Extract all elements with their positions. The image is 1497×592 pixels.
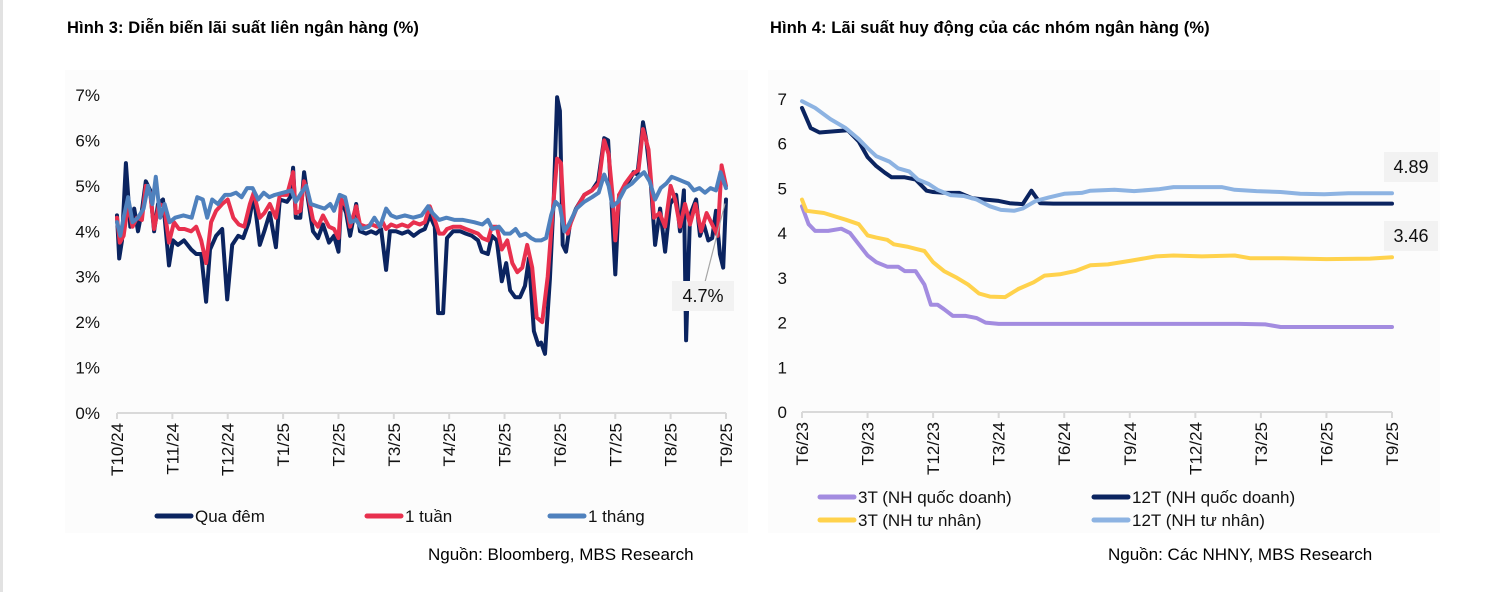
y-tick-label: 7% [75,86,100,105]
x-tick-label: T12/23 [924,422,943,475]
x-tick-label: T10/24 [108,423,127,476]
data-label-box [1384,152,1438,182]
data-label: 4.7% [682,286,723,306]
x-tick-label: T9/24 [1121,422,1140,465]
x-tick-label: T3/24 [990,422,1009,465]
x-tick-label: T11/24 [163,423,182,475]
data-label: 4.89 [1393,157,1428,177]
y-tick-label: 5% [75,177,100,196]
legend-label: Qua đêm [195,507,265,526]
figure-3-title: Hình 3: Diễn biến lãi suất liên ngân hàn… [67,19,419,37]
y-tick-label: 6 [778,135,787,154]
legend-label: 3T (NH tư nhân) [858,511,982,530]
x-tick-label: T2/25 [329,423,348,466]
x-tick-label: T6/25 [551,423,570,466]
window-edge [0,0,3,592]
figure-3-chart-area [65,70,748,533]
x-tick-label: T9/25 [1383,422,1402,465]
y-tick-label: 3% [75,268,100,287]
y-tick-label: 5 [778,179,787,198]
y-tick-label: 0% [75,404,100,423]
series-line-2 [115,170,728,243]
legend-label: 12T (NH quốc doanh) [1132,488,1295,507]
y-tick-label: 7 [778,90,787,109]
x-tick-label: T6/25 [1317,422,1336,465]
annotation-leader-line [704,203,726,283]
y-tick-label: 1% [75,359,100,378]
legend-label: 3T (NH quốc doanh) [858,488,1012,507]
x-tick-label: T6/24 [1055,422,1074,465]
y-tick-label: 3 [778,269,787,288]
y-tick-label: 2% [75,313,100,332]
figure-4-title: Hình 4: Lãi suất huy động của các nhóm n… [770,19,1210,37]
x-tick-label: T7/25 [606,423,625,466]
x-tick-label: T12/24 [219,423,238,476]
series-line-0 [800,204,1394,329]
x-tick-label: T12/24 [1186,422,1205,475]
x-tick-label: T8/25 [662,423,681,466]
x-tick-label: T3/25 [385,423,404,466]
y-tick-label: 2 [778,314,787,333]
data-label-box [672,281,734,311]
figure-4-source: Nguồn: Các NHNY, MBS Research [1108,545,1373,564]
legend-label: 1 tháng [588,507,645,526]
data-label: 3.46 [1393,226,1428,246]
y-tick-label: 4 [778,224,787,243]
y-tick-label: 0 [778,403,787,422]
data-label-box [1384,221,1438,251]
y-tick-label: 4% [75,222,100,241]
x-tick-label: T9/23 [859,422,878,465]
series-line-2 [800,197,1394,300]
y-tick-label: 6% [75,131,100,150]
x-tick-label: T4/25 [440,423,459,466]
legend-label: 12T (NH tư nhân) [1132,511,1265,530]
x-tick-label: T5/25 [496,423,515,466]
figure-3-source: Nguồn: Bloomberg, MBS Research [428,545,694,564]
figure-4-chart-area [768,70,1440,533]
y-tick-label: 1 [778,358,787,377]
series-line-3 [800,99,1394,213]
x-tick-label: T6/23 [793,422,812,465]
x-tick-label: T3/25 [1252,422,1271,465]
x-tick-label: T9/25 [717,423,736,466]
x-tick-label: T1/25 [274,423,293,466]
legend-label: 1 tuần [405,507,452,526]
